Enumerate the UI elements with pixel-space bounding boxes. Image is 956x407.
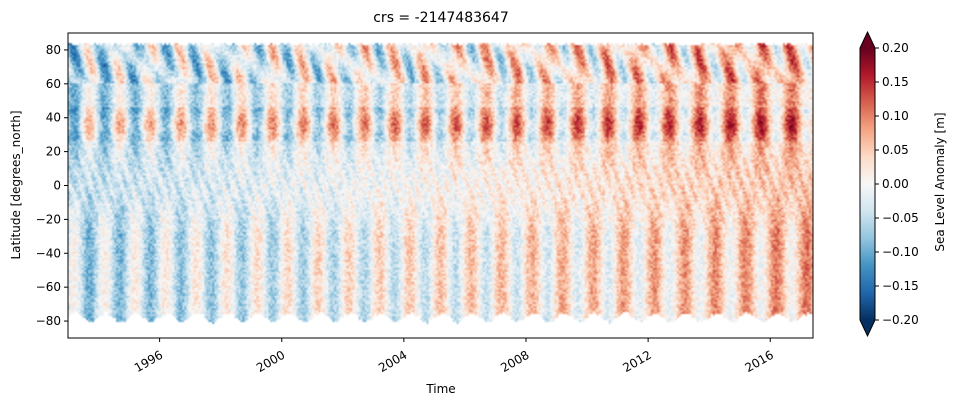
- x-tick-label: 2000: [254, 348, 287, 375]
- colorbar-tick-label: −0.10: [882, 245, 919, 259]
- y-tick-label: −40: [36, 246, 61, 260]
- x-tick-label: 2016: [742, 348, 775, 375]
- colorbar-tick-label: −0.20: [882, 313, 919, 327]
- y-tick-label: 80: [46, 43, 61, 57]
- colorbar-extend-min: [860, 320, 875, 336]
- colorbar-tick-label: 0.00: [882, 177, 909, 191]
- x-tick-label: 2004: [376, 348, 409, 375]
- colorbar-extend-max: [860, 32, 875, 48]
- colorbar-tick-label: 0.05: [882, 143, 909, 157]
- colorbar-tick-label: −0.15: [882, 279, 919, 293]
- plot-area: [67, 32, 814, 339]
- y-axis: −80 −60 −40 −20 0 20 40 60 80: [36, 43, 68, 328]
- colorbar-tick-label: −0.05: [882, 211, 919, 225]
- x-axis: 1996 2000 2004 2008 2012 2016: [132, 338, 776, 375]
- x-tick-label: 1996: [132, 348, 165, 375]
- colorbar-tick-label: 0.20: [882, 41, 909, 55]
- y-tick-label: 0: [53, 179, 61, 193]
- colorbar-gradient: [860, 48, 875, 320]
- y-axis-label: Latitude [degrees_north]: [9, 110, 23, 259]
- x-axis-label: Time: [425, 382, 455, 396]
- colorbar-ticks: −0.20 −0.15 −0.10 −0.05 0.00 0.05 0.10 0.15 0.20: [875, 41, 919, 327]
- colorbar-label: Sea Level Anomaly [m]: [933, 112, 947, 251]
- sea-level-anomaly-heatmap: [68, 33, 813, 338]
- y-tick-label: −60: [36, 280, 61, 294]
- colorbar: −0.20 −0.15 −0.10 −0.05 0.00 0.05 0.10 0.15 0.20: [859, 30, 919, 338]
- y-tick-label: 20: [46, 145, 61, 159]
- colorbar-tick-label: 0.15: [882, 75, 909, 89]
- y-tick-label: 40: [46, 111, 61, 125]
- colorbar-tick-label: 0.10: [882, 109, 909, 123]
- chart-title: crs = -2147483647: [373, 10, 509, 26]
- x-tick-label: 2008: [498, 348, 531, 375]
- x-tick-label: 2012: [620, 348, 653, 375]
- y-tick-label: −80: [36, 314, 61, 328]
- y-tick-label: 60: [46, 77, 61, 91]
- y-tick-label: −20: [36, 212, 61, 226]
